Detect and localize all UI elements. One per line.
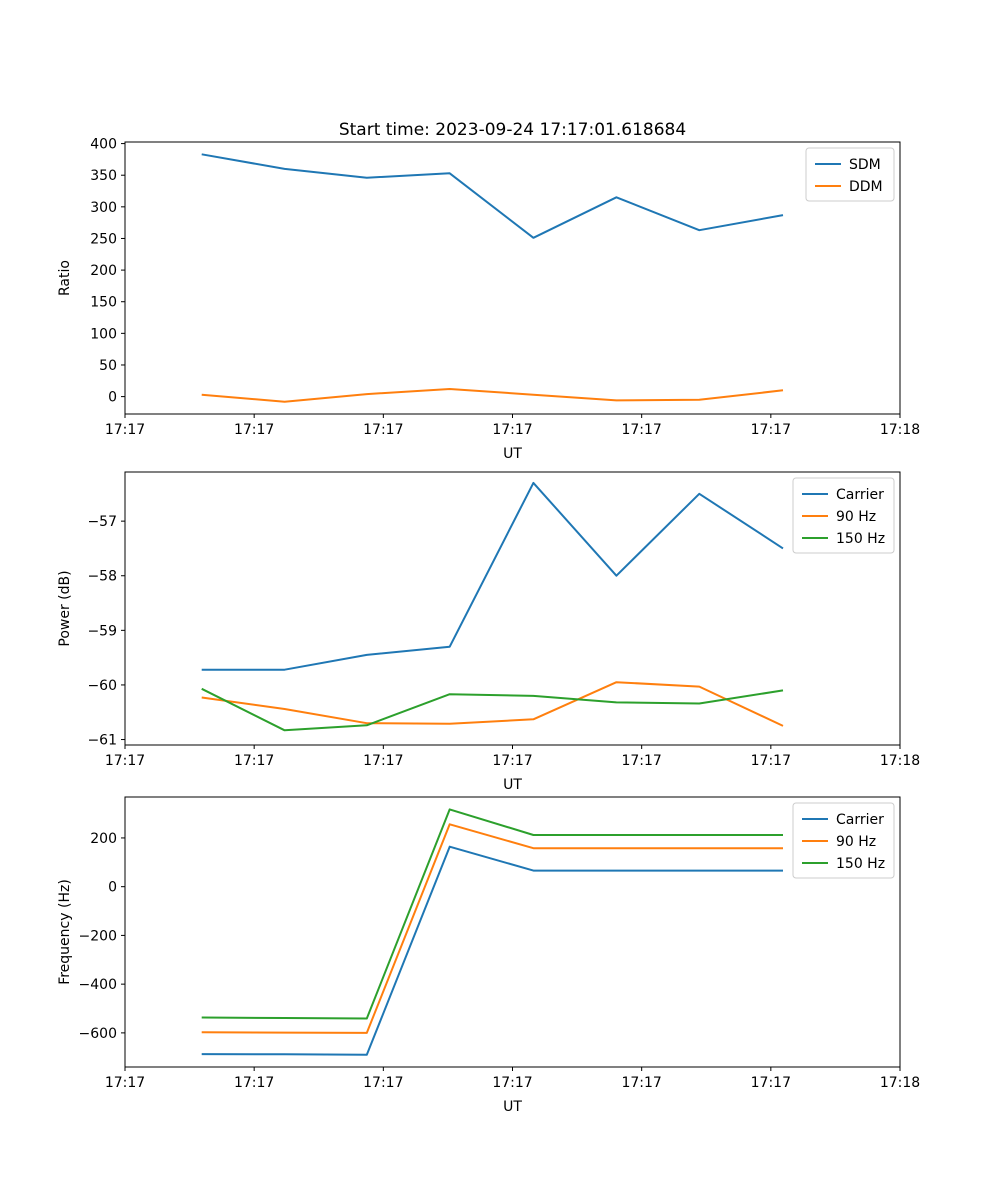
legend-label: 150 Hz: [836, 531, 885, 547]
carrier-line: [201, 845, 783, 1056]
y-tick-label: 200: [90, 263, 117, 279]
y-tick-label: −61: [87, 733, 117, 749]
150-hz-line: [201, 687, 784, 732]
150-hz-line: [201, 808, 783, 1020]
axes-frame: [124, 796, 901, 1068]
x-tick-label: 17:17: [751, 1075, 791, 1091]
axes-1: 400 350 300 250 200 150 100 50 0 17:17 17:17 17:17 1…: [57, 137, 920, 462]
y-tick-label: −57: [87, 514, 117, 530]
y-tick-label: 300: [90, 200, 117, 216]
y-tick-label: 0: [108, 880, 117, 896]
x-tick-label: 17:18: [880, 1075, 920, 1091]
y-axis-label: Frequency (Hz): [57, 879, 73, 985]
ddm-line: [201, 388, 784, 403]
x-tick-label: 17:17: [363, 753, 403, 769]
x-tick-label: 17:17: [751, 753, 791, 769]
x-tick-label: 17:17: [621, 1075, 661, 1091]
x-axis-label: UT: [503, 777, 522, 793]
y-tick-label: −400: [79, 977, 117, 993]
legend-label: 90 Hz: [836, 834, 876, 850]
y-tick-label: −200: [79, 928, 117, 944]
x-tick-label: 17:17: [492, 422, 532, 438]
x-tick-label: 17:17: [492, 1075, 532, 1091]
y-tick-label: −59: [87, 623, 117, 639]
x-tick-label: 17:17: [234, 1075, 274, 1091]
x-tick-label: 17:17: [234, 753, 274, 769]
y-tick-label: 250: [90, 231, 117, 247]
90-hz-line: [201, 823, 783, 1034]
legend-label: DDM: [849, 179, 883, 195]
legend-label: 90 Hz: [836, 509, 876, 525]
legend-label: SDM: [849, 157, 881, 173]
x-tick-label: 17:17: [234, 422, 274, 438]
x-tick-label: 17:17: [105, 1075, 145, 1091]
x-tick-label: 17:17: [492, 753, 532, 769]
legend: Carrier 90 Hz 150 Hz: [792, 477, 895, 554]
y-tick-label: −58: [87, 569, 117, 585]
axes-3: 200 0 −200 −400 −600 17:17 17:17 17:17 17:17 17:1…: [57, 796, 920, 1115]
y-axis-label: Power (dB): [57, 570, 73, 646]
y-tick-label: 50: [99, 358, 117, 374]
carrier-line: [201, 481, 784, 671]
y-tick-label: −600: [79, 1026, 117, 1042]
x-tick-label: 17:18: [880, 753, 920, 769]
x-axis-label: UT: [503, 1099, 522, 1115]
legend: Carrier 90 Hz 150 Hz: [792, 802, 895, 879]
y-tick-label: 200: [90, 831, 117, 847]
90-hz-line: [201, 681, 784, 727]
legend-box: [805, 147, 895, 202]
x-tick-label: 17:17: [751, 422, 791, 438]
y-tick-label: 0: [108, 390, 117, 406]
legend-label: Carrier: [836, 487, 884, 503]
x-tick-label: 17:17: [621, 753, 661, 769]
x-tick-label: 17:17: [363, 422, 403, 438]
x-tick-label: 17:17: [105, 422, 145, 438]
y-tick-label: 150: [90, 295, 117, 311]
x-tick-label: 17:18: [880, 422, 920, 438]
axes-frame: [124, 471, 901, 746]
axes-frame: [124, 141, 901, 415]
legend-box: [792, 477, 895, 554]
y-tick-label: −60: [87, 678, 117, 694]
sdm-line: [201, 153, 784, 239]
legend: SDM DDM: [805, 147, 895, 202]
y-tick-label: 350: [90, 168, 117, 184]
legend-label: Carrier: [836, 812, 884, 828]
y-axis-label: Ratio: [57, 260, 73, 296]
y-tick-label: 400: [90, 137, 117, 153]
axes-2: −57 −58 −59 −60 −61 17:17 17:17 17:17 17:17 17:17…: [57, 471, 920, 793]
y-tick-label: 100: [90, 326, 117, 342]
x-tick-label: 17:17: [105, 753, 145, 769]
x-axis-label: UT: [503, 446, 522, 462]
x-tick-label: 17:17: [621, 422, 661, 438]
legend-label: 150 Hz: [836, 856, 885, 872]
figure-title: Start time: 2023-09-24 17:17:01.618684: [338, 120, 687, 140]
legend-box: [792, 802, 895, 879]
x-tick-label: 17:17: [363, 1075, 403, 1091]
